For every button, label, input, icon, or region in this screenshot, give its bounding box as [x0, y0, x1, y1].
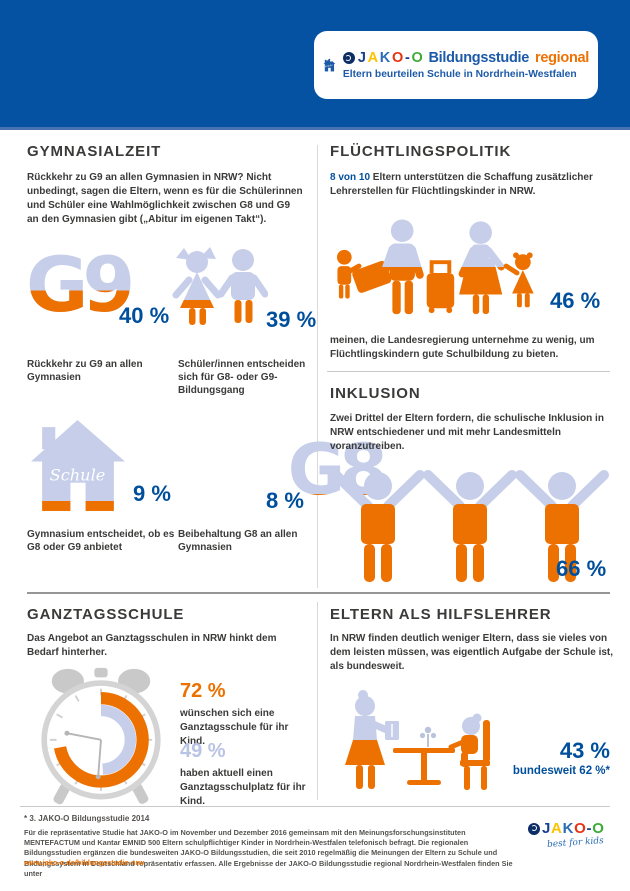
footer-logo-tagline: best for kids: [546, 836, 604, 850]
refugee-family-icon: [336, 219, 534, 315]
house-logo-icon: Schule: [323, 58, 336, 72]
section-heading-inklusion: INKLUSION: [330, 385, 421, 402]
intro-lead: 8 von 10: [330, 172, 371, 183]
section-heading-fluechtlingspolitik: FLÜCHTLINGSPOLITIK: [330, 143, 512, 160]
children-icon: [172, 247, 268, 325]
stat-value-fluechtlinge: 46 %: [550, 288, 601, 313]
brand-letter: O: [574, 820, 586, 837]
fineprint: Für die repräsentative Studie hat JAKO-O…: [24, 828, 513, 878]
header-band-strip: [0, 127, 630, 130]
alarm-clock-icon: [41, 667, 161, 805]
middle-divider: [27, 592, 610, 594]
brand-letter: K: [562, 820, 574, 837]
study-title: Bildungsstudie: [428, 50, 529, 66]
stat-sub-hilfslehrer: bundesweit 62 %*: [512, 765, 610, 777]
house-logo-label: Schule: [325, 64, 334, 69]
brand-letter: O: [391, 50, 403, 66]
column-divider-top: [317, 145, 318, 588]
fluechtlingspolitik-caption: meinen, die Landesregierung unternehme z…: [330, 335, 595, 360]
parent-child-desk-icon: [345, 690, 490, 790]
stat-caption-g8: Beibehaltung G8 an allen Gymnasien: [178, 529, 298, 554]
brand-swirl-icon: [528, 822, 540, 835]
brand-swirl-icon: [342, 52, 355, 64]
brand-letter: A: [551, 820, 562, 837]
ganztagsschule-intro: Das Angebot an Ganztagsschulen in NRW hi…: [27, 633, 277, 658]
brand-letter: O: [592, 820, 604, 837]
stat-value-ganztag-platz: 49 %: [180, 740, 226, 762]
study-link[interactable]: www.jako-o.de/bildungsstudie-nrw: [24, 858, 145, 867]
footer-divider: [20, 806, 610, 807]
section-heading-hilfslehrer: ELTERN ALS HILFSLEHRER: [330, 606, 552, 623]
inklusion-intro: Zwei Drittel der Eltern fordern, die sch…: [330, 413, 604, 452]
right-column-divider: [327, 371, 610, 372]
study-subtitle: Eltern beurteilen Schule in Nordrhein-We…: [342, 69, 577, 80]
stat-value-hilfslehrer: 43 %: [559, 738, 610, 763]
fluechtlingspolitik-intro: 8 von 10 Eltern unterstützen die Schaffu…: [330, 171, 612, 199]
stat-value-house: 9 %: [133, 481, 171, 506]
stat-value-kids: 39 %: [266, 307, 317, 332]
brand-letter: J: [357, 50, 366, 66]
school-house-label: Schule: [50, 466, 106, 485]
school-house-icon: Schule: [31, 420, 125, 511]
section-heading-gymnasialzeit: GYMNASIALZEIT: [27, 143, 162, 160]
study-title-accent: regional: [535, 50, 589, 66]
gymnasialzeit-intro: Rückkehr zu G9 an allen Gymnasien in NRW…: [27, 172, 303, 225]
brand-letter: O: [411, 50, 423, 66]
brand-letter: -: [404, 50, 410, 66]
stat-caption-ganztag-platz: haben aktuell einen Ganztagsschulplatz f…: [180, 768, 306, 807]
footnote: * 3. JAKO-O Bildungsstudie 2014: [24, 814, 150, 823]
stat-caption-house: Gymnasium entscheidet, ob es G8 oder G9 …: [27, 529, 175, 554]
brand-letter: K: [379, 50, 390, 66]
column-divider-bottom: [317, 602, 318, 800]
stat-caption-kids: Schüler/innen entscheiden sich für G8- o…: [178, 359, 306, 397]
brand-letter: A: [367, 50, 378, 66]
brand-letter: -: [586, 820, 592, 837]
intro-rest: Eltern unterstützen die Schaffung zusätz…: [330, 172, 593, 197]
g9-glyph: G9 G9: [26, 240, 135, 329]
hilfslehrer-intro: In NRW finden deutlich weniger Eltern, d…: [330, 633, 614, 672]
stat-caption-g9: Rückkehr zu G9 an allen Gymnasien: [27, 359, 143, 384]
stat-value-g8: 8 %: [266, 488, 304, 513]
stat-value-g9: 40 %: [119, 303, 170, 328]
stat-value-inklusion: 66 %: [556, 556, 607, 581]
brand-letter: J: [542, 820, 551, 837]
stat-caption-ganztag-wunsch: wünschen sich eine Ganztagsschule für ih…: [180, 708, 289, 747]
stat-value-ganztag-wunsch: 72 %: [180, 680, 226, 702]
section-heading-ganztagsschule: GANZTAGSSCHULE: [27, 606, 185, 623]
inclusion-figures-icon: [331, 470, 609, 582]
